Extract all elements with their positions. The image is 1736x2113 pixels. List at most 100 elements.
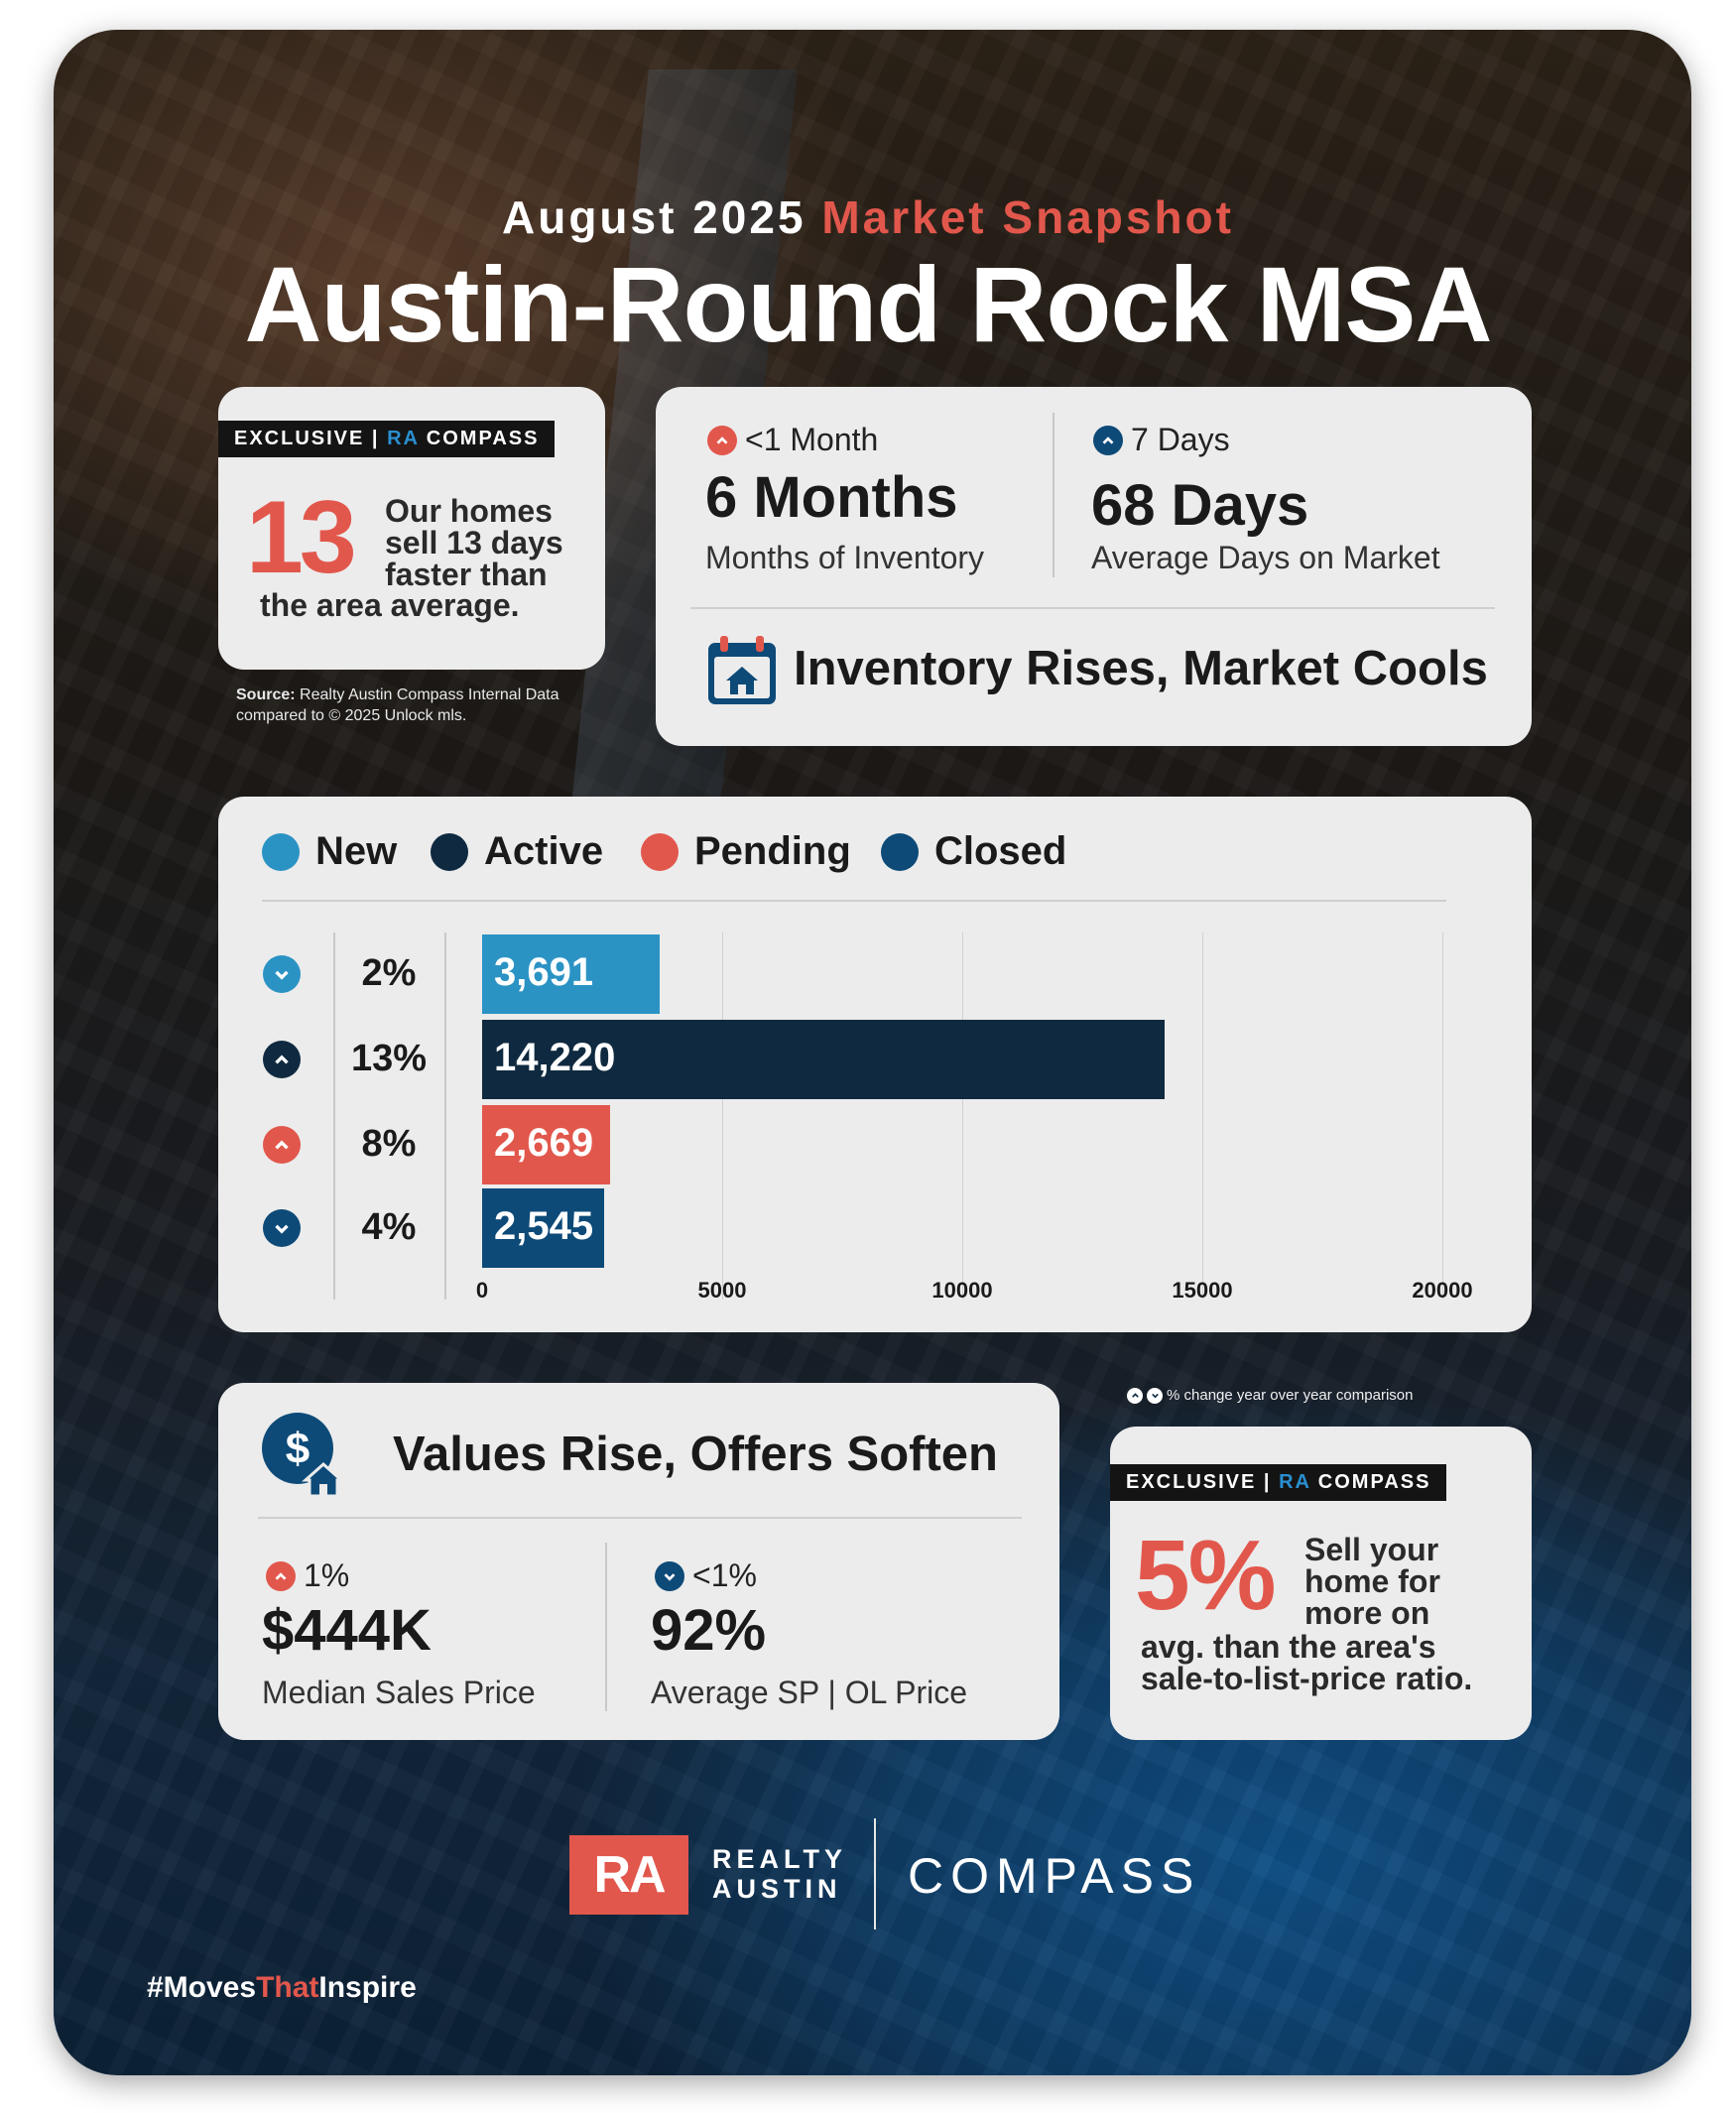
legend-dot bbox=[641, 832, 679, 871]
months-change: <1 Month bbox=[707, 422, 878, 458]
up-arrow-icon bbox=[707, 425, 737, 455]
down-arrow-icon bbox=[263, 955, 301, 993]
change-icon-wrap bbox=[263, 955, 301, 993]
down-arrow-icon bbox=[263, 1209, 301, 1247]
exclusive-line: avg. than the area's bbox=[1141, 1629, 1436, 1665]
exclusive-text-last: avg. than the area's sale-to-list-price … bbox=[1141, 1631, 1472, 1694]
subtitle-date: August 2025 bbox=[502, 191, 806, 243]
ratio-label: Average SP | OL Price bbox=[651, 1675, 967, 1710]
badge-suffix: COMPASS bbox=[1317, 1471, 1431, 1493]
dollar-house-icon: $ bbox=[260, 1409, 349, 1498]
days-label: Average Days on Market bbox=[1091, 540, 1440, 575]
exclusive-line: Our homes bbox=[385, 493, 553, 529]
bar-value-label: 2,545 bbox=[494, 1204, 594, 1248]
exclusive-line: faster than bbox=[385, 557, 548, 592]
chart-axis-line bbox=[444, 932, 446, 1300]
legend-item-active: Active bbox=[431, 829, 603, 874]
realty-austin-wordmark: REALTY AUSTIN bbox=[712, 1844, 847, 1904]
price-value: $444K bbox=[262, 1598, 432, 1663]
change-icon-wrap bbox=[263, 1209, 301, 1247]
exclusive-line: sell 13 days bbox=[385, 525, 563, 560]
months-change-text: <1 Month bbox=[745, 422, 879, 457]
up-arrow-icon bbox=[263, 1126, 301, 1164]
badge-prefix: EXCLUSIVE | bbox=[234, 428, 380, 449]
values-divider bbox=[605, 1543, 607, 1711]
change-note: % change year over year comparison bbox=[1127, 1387, 1413, 1404]
x-tick-label: 0 bbox=[475, 1278, 489, 1303]
x-tick-label: 10000 bbox=[931, 1278, 993, 1303]
page-title: Austin-Round Rock MSA bbox=[244, 244, 1493, 364]
values-headline: Values Rise, Offers Soften bbox=[393, 1428, 998, 1481]
compass-logo: COMPASS bbox=[908, 1848, 1201, 1904]
legend-dot bbox=[881, 832, 919, 871]
badge-prefix: EXCLUSIVE | bbox=[1126, 1471, 1272, 1493]
pct-change-label: 4% bbox=[361, 1206, 417, 1248]
hashtag: #MovesThatInspire bbox=[147, 1971, 417, 2005]
big-number-5: 5% bbox=[1135, 1520, 1277, 1631]
logo-line-2: AUSTIN bbox=[712, 1874, 842, 1904]
legend-dot bbox=[431, 832, 468, 871]
source-label: Source: bbox=[236, 686, 296, 703]
inventory-h-divider bbox=[690, 607, 1495, 609]
values-h-divider bbox=[258, 1517, 1022, 1519]
x-tick-label: 5000 bbox=[697, 1278, 747, 1303]
subtitle: August 2025 Market Snapshot bbox=[0, 190, 1736, 244]
up-arrow-icon bbox=[266, 1560, 296, 1591]
exclusive-text: Our homes sell 13 days faster than bbox=[385, 495, 563, 590]
ratio-change-text: <1% bbox=[692, 1557, 757, 1593]
bar-value-label: 2,669 bbox=[494, 1121, 594, 1165]
exclusive-text-last: the area average. bbox=[260, 587, 520, 623]
bar-new bbox=[482, 934, 660, 1014]
inventory-divider bbox=[1053, 413, 1054, 577]
chart-gridline bbox=[1202, 932, 1203, 1300]
bar-pending bbox=[482, 1105, 611, 1184]
bar-value-label: 14,220 bbox=[494, 1036, 616, 1079]
logo-line-1: REALTY bbox=[712, 1844, 847, 1874]
legend-label: New bbox=[315, 829, 398, 873]
exclusive-badge: EXCLUSIVE | RA COMPASS bbox=[218, 421, 556, 457]
up-arrow-icon bbox=[263, 1041, 301, 1078]
change-icon-wrap bbox=[263, 1126, 301, 1164]
chart-icon-divider bbox=[333, 932, 335, 1300]
months-value: 6 Months bbox=[705, 465, 958, 530]
x-tick-label: 20000 bbox=[1412, 1278, 1473, 1303]
down-arrow-icon bbox=[655, 1560, 684, 1591]
up-arrow-icon bbox=[1127, 1387, 1143, 1404]
down-arrow-icon bbox=[1147, 1387, 1163, 1404]
exclusive-text: Sell your home for more on bbox=[1304, 1534, 1440, 1629]
calendar-house-icon bbox=[704, 633, 780, 708]
x-tick-label: 15000 bbox=[1172, 1278, 1233, 1303]
exclusive-line: Sell your bbox=[1304, 1532, 1439, 1567]
legend-item-closed: Closed bbox=[881, 829, 1066, 874]
pct-change-label: 13% bbox=[350, 1038, 428, 1079]
chart-legend-divider bbox=[262, 900, 1446, 902]
inventory-headline: Inventory Rises, Market Cools bbox=[794, 642, 1488, 695]
change-note-text: % change year over year comparison bbox=[1167, 1387, 1414, 1404]
source-line-1: Realty Austin Compass Internal Data bbox=[300, 686, 559, 703]
legend-item-pending: Pending bbox=[641, 829, 851, 874]
subtitle-accent: Market Snapshot bbox=[821, 191, 1234, 243]
ratio-value: 92% bbox=[651, 1598, 767, 1663]
days-change-text: 7 Days bbox=[1131, 422, 1230, 457]
chart-gridline bbox=[1442, 932, 1443, 1300]
source-line-2: compared to © 2025 Unlock mls. bbox=[236, 707, 467, 724]
bar-active bbox=[482, 1020, 1166, 1099]
legend-label: Pending bbox=[694, 829, 851, 873]
legend-label: Closed bbox=[934, 829, 1067, 873]
ratio-change: <1% bbox=[655, 1557, 757, 1594]
exclusive-line: sale-to-list-price ratio. bbox=[1141, 1661, 1473, 1696]
chart-gridline bbox=[962, 932, 963, 1300]
hashtag-part: #Moves bbox=[147, 1971, 257, 2004]
exclusive-line: more on bbox=[1304, 1595, 1430, 1631]
months-label: Months of Inventory bbox=[705, 540, 985, 575]
hashtag-part: Inspire bbox=[318, 1971, 417, 2004]
svg-text:$: $ bbox=[286, 1425, 310, 1473]
big-number-13: 13 bbox=[246, 480, 357, 595]
bar-value-label: 3,691 bbox=[494, 950, 594, 994]
source-note: Source: Realty Austin Compass Internal D… bbox=[236, 684, 559, 726]
price-change: 1% bbox=[266, 1557, 349, 1594]
price-label: Median Sales Price bbox=[262, 1675, 536, 1710]
legend-label: Active bbox=[484, 829, 604, 873]
legend-item-new: New bbox=[262, 829, 397, 874]
exclusive-badge: EXCLUSIVE | RA COMPASS bbox=[1110, 1464, 1447, 1501]
